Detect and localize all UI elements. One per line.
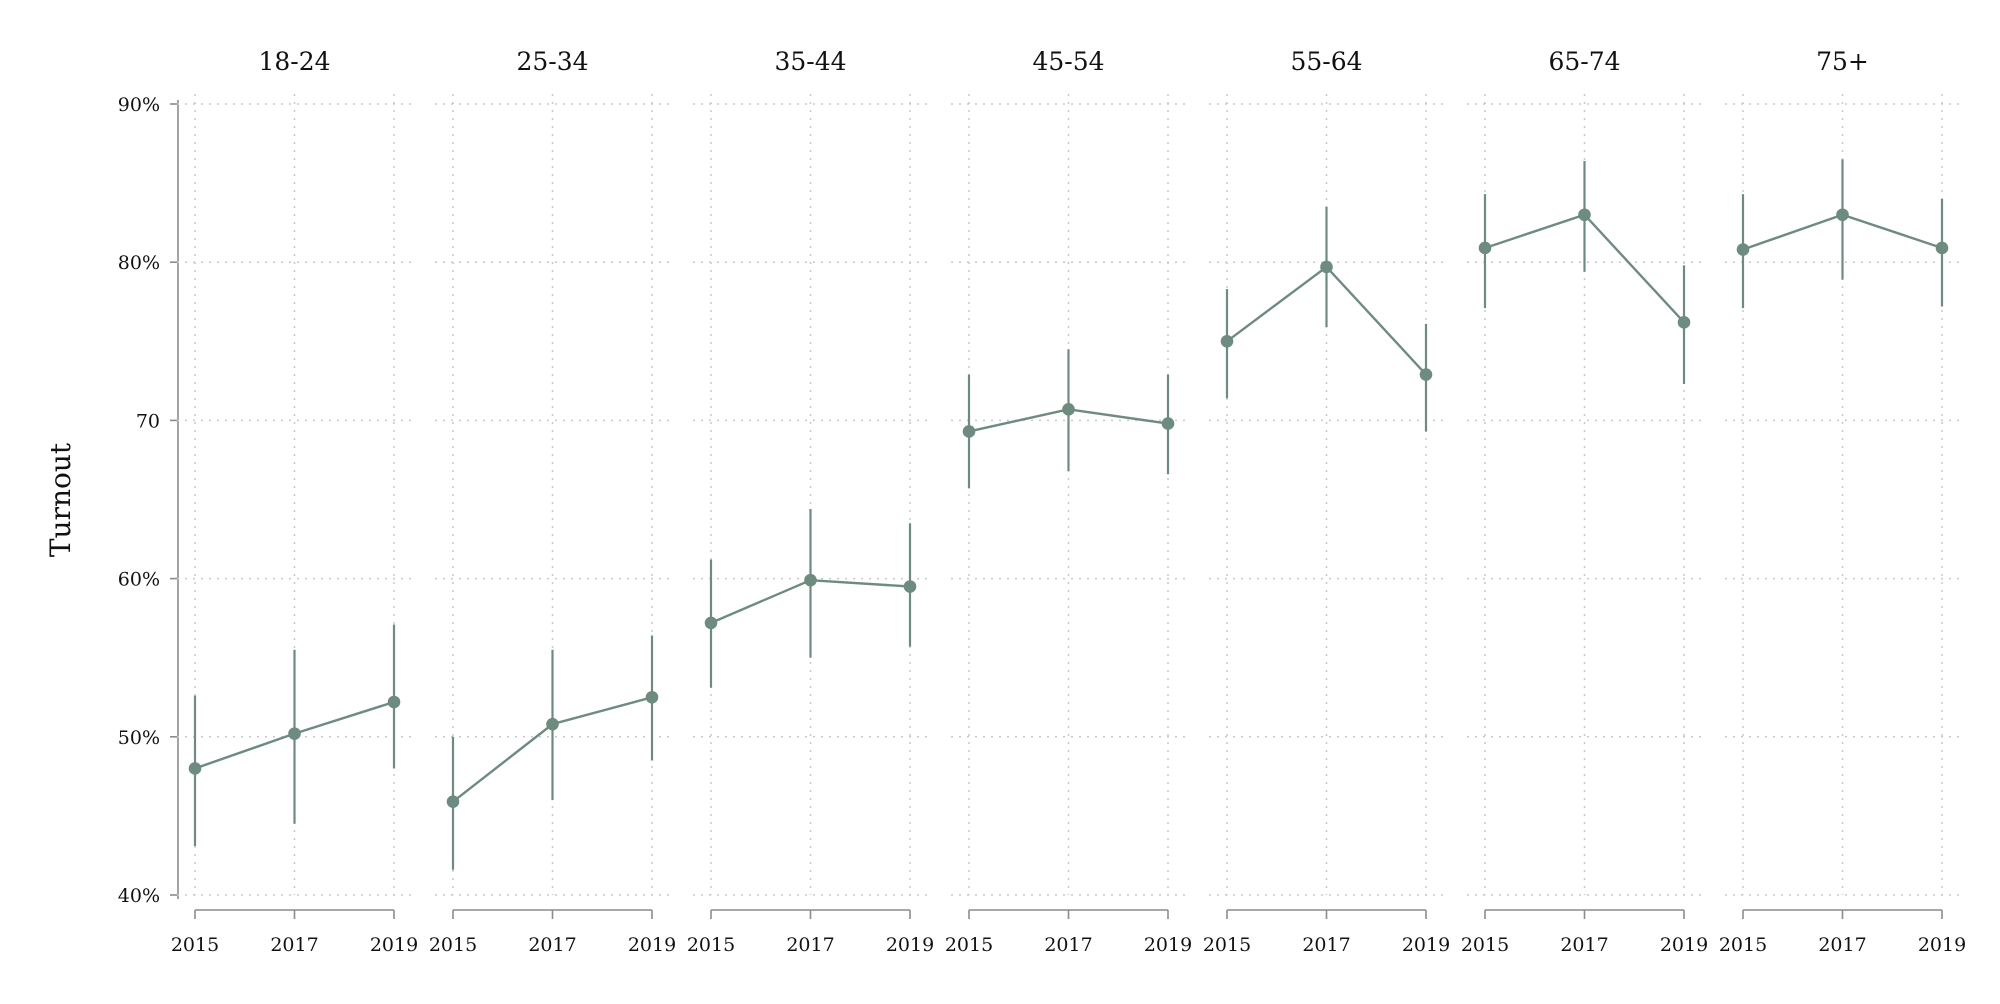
data-point [704, 616, 718, 630]
data-point [387, 695, 401, 709]
panel-title: 25-34 [516, 47, 588, 76]
panel-x-tick-label: 2015 [171, 934, 219, 956]
panel-x-tick-label: 2019 [1660, 934, 1708, 956]
data-point [288, 727, 301, 740]
y-tick-label: 80% [118, 252, 160, 274]
data-point [804, 573, 817, 587]
panel-x-tick-label: 2019 [1918, 934, 1966, 956]
panel-title: 35-44 [774, 47, 846, 76]
panel-x-tick-label: 2015 [1461, 934, 1509, 956]
panel-x-tick-label: 2019 [886, 934, 934, 956]
panel-x-tick-label: 2019 [628, 934, 676, 956]
panel-x-tick-label: 2015 [1719, 934, 1767, 956]
data-point [903, 580, 917, 593]
panel-x-tick-label: 2019 [1402, 934, 1450, 956]
data-point [188, 762, 202, 775]
data-point [446, 795, 460, 808]
y-tick-label: 40% [118, 885, 160, 907]
panel-title: 65-74 [1548, 47, 1620, 76]
panel-x-tick-label: 2017 [528, 934, 576, 956]
data-point [1062, 403, 1075, 416]
y-tick-label: 60% [118, 569, 160, 591]
panel-title: 55-64 [1290, 47, 1362, 76]
panel-x-tick-label: 2015 [1203, 934, 1251, 956]
data-point [1677, 316, 1691, 329]
panel-x-tick-label: 2017 [1044, 934, 1092, 956]
data-point [1320, 260, 1333, 274]
panel-x-tick-label: 2015 [945, 934, 993, 956]
data-point [1935, 241, 1949, 255]
data-point [1836, 208, 1849, 222]
data-point [1578, 208, 1591, 222]
panel-x-tick-label: 2019 [1144, 934, 1192, 956]
panel-x-tick-label: 2017 [1560, 934, 1608, 956]
data-point [1736, 243, 1750, 256]
panel-title: 45-54 [1032, 47, 1104, 76]
y-axis-title: Turnout [44, 442, 77, 557]
data-point [1419, 368, 1433, 381]
panel-x-tick-label: 2015 [687, 934, 735, 956]
y-tick-label: 50% [118, 727, 160, 749]
data-point [1220, 335, 1234, 348]
panel-x-tick-label: 2017 [1302, 934, 1350, 956]
y-tick-label: 70 [136, 410, 160, 432]
panel-title: 18-24 [258, 47, 330, 76]
panel-x-tick-label: 2017 [270, 934, 318, 956]
data-point [1161, 417, 1175, 430]
data-point [962, 425, 976, 438]
data-point [1478, 241, 1492, 255]
panel-x-tick-label: 2017 [786, 934, 834, 956]
data-point [546, 717, 559, 731]
panel-x-tick-label: 2019 [370, 934, 418, 956]
y-tick-label: 90% [118, 94, 160, 116]
panel-title: 75+ [1816, 47, 1869, 76]
panel-x-tick-label: 2017 [1818, 934, 1866, 956]
panel-x-tick-label: 2015 [429, 934, 477, 956]
data-point [645, 690, 659, 704]
